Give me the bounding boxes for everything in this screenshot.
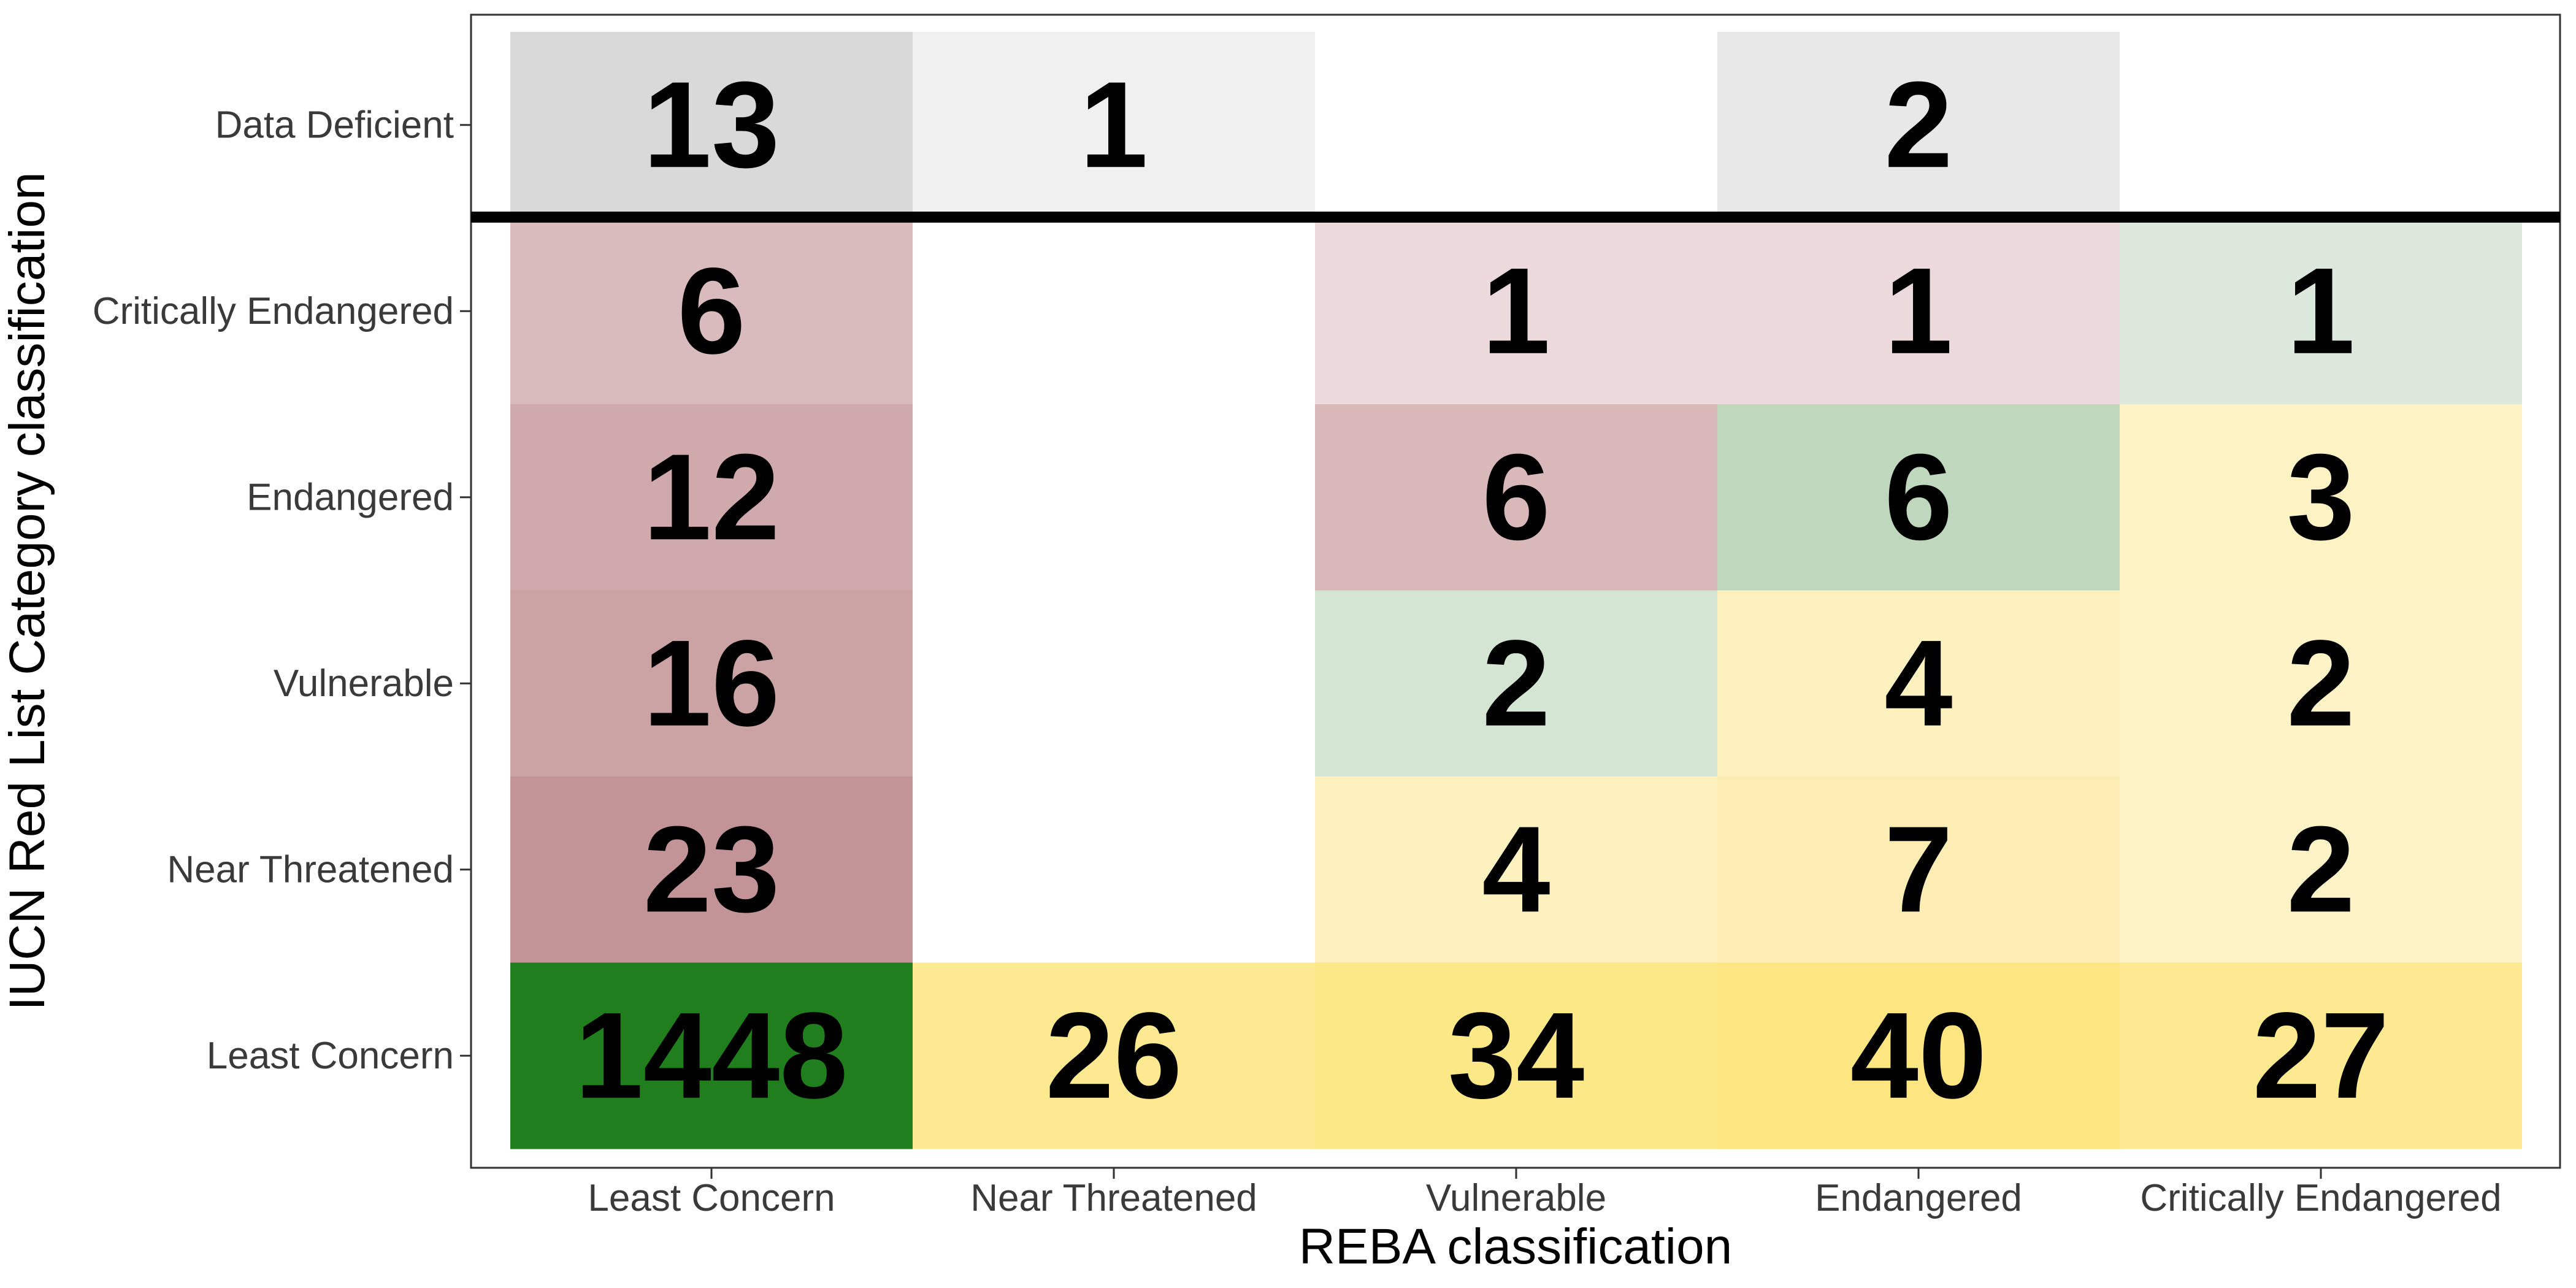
cell-value-label: 7 — [1884, 801, 1952, 938]
cell-vulnerable-x-critically-endangered — [2120, 590, 2522, 777]
cell-critically-endangered-x-vulnerable — [1315, 218, 1717, 405]
cell-value-label: 40 — [1850, 987, 1987, 1124]
y-axis-title: IUCN Red List Category classification — [0, 172, 55, 1010]
y-tick-label: Endangered — [247, 476, 454, 518]
cell-value-label: 1 — [1079, 56, 1148, 193]
cell-value-label: 26 — [1046, 987, 1182, 1124]
cell-least-concern-x-vulnerable — [1315, 962, 1717, 1149]
cell-value-label: 6 — [1884, 429, 1952, 565]
x-tick-label: Least Concern — [588, 1177, 835, 1219]
cell-near-threatened-x-critically-endangered — [2120, 776, 2522, 963]
y-tick-label: Near Threatened — [167, 848, 454, 891]
cell-value-label: 13 — [643, 56, 780, 193]
cell-vulnerable-x-vulnerable — [1315, 590, 1717, 777]
cell-endangered-x-least-concern — [510, 404, 913, 591]
cell-critically-endangered-x-critically-endangered — [2120, 218, 2522, 405]
cell-data-deficient-x-endangered — [1717, 32, 2120, 218]
cell-value-label: 34 — [1448, 987, 1584, 1124]
y-tick-label: Vulnerable — [274, 662, 454, 705]
cell-value-label: 1 — [1884, 243, 1952, 380]
cell-least-concern-x-near-threatened — [913, 962, 1315, 1149]
cell-near-threatened-x-least-concern — [510, 776, 913, 963]
cell-value-label: 2 — [2287, 615, 2355, 752]
cell-data-deficient-x-near-threatened — [913, 32, 1315, 218]
cell-value-label: 2 — [2287, 801, 2355, 938]
cell-critically-endangered-x-endangered — [1717, 218, 2120, 405]
cell-value-label: 2 — [1482, 615, 1550, 752]
cell-least-concern-x-critically-endangered — [2120, 962, 2522, 1149]
cell-value-label: 23 — [643, 801, 780, 938]
cell-value-label: 6 — [1482, 429, 1550, 565]
cell-value-label: 2 — [1884, 56, 1952, 193]
cell-data-deficient-x-least-concern — [510, 32, 913, 218]
cell-value-label: 4 — [1482, 801, 1550, 938]
cell-least-concern-x-least-concern — [510, 962, 913, 1149]
cell-endangered-x-vulnerable — [1315, 404, 1717, 591]
cell-value-label: 4 — [1884, 615, 1952, 752]
cell-value-label: 3 — [2287, 429, 2355, 565]
cell-critically-endangered-x-least-concern — [510, 218, 913, 405]
cell-value-label: 1 — [2287, 243, 2355, 380]
cell-vulnerable-x-least-concern — [510, 590, 913, 777]
cell-endangered-x-endangered — [1717, 404, 2120, 591]
cell-near-threatened-x-endangered — [1717, 776, 2120, 963]
cell-near-threatened-x-vulnerable — [1315, 776, 1717, 963]
cell-value-label: 12 — [643, 429, 780, 565]
x-tick-label: Vulnerable — [1426, 1177, 1606, 1219]
x-tick-label: Near Threatened — [970, 1177, 1257, 1219]
x-axis-title: REBA classification — [1299, 1219, 1732, 1275]
cell-value-label: 6 — [677, 243, 745, 380]
cell-vulnerable-x-endangered — [1717, 590, 2120, 777]
x-tick-label: Critically Endangered — [2140, 1177, 2501, 1219]
y-tick-label: Critically Endangered — [93, 290, 454, 332]
cell-least-concern-x-endangered — [1717, 962, 2120, 1149]
cell-value-label: 1 — [1482, 243, 1550, 380]
cell-value-label: 16 — [643, 615, 780, 752]
cell-value-label: 27 — [2253, 987, 2389, 1124]
cell-value-label: 1448 — [575, 987, 848, 1124]
y-tick-label: Least Concern — [207, 1035, 454, 1077]
y-axis-ticks: Data Deficient Critically Endangered Endan… — [93, 104, 471, 1077]
y-tick-label: Data Deficient — [215, 104, 454, 146]
x-axis-ticks: Least Concern Near Threatened Vulnerable En… — [588, 1168, 2502, 1219]
cell-endangered-x-critically-endangered — [2120, 404, 2522, 591]
x-tick-label: Endangered — [1815, 1177, 2022, 1219]
